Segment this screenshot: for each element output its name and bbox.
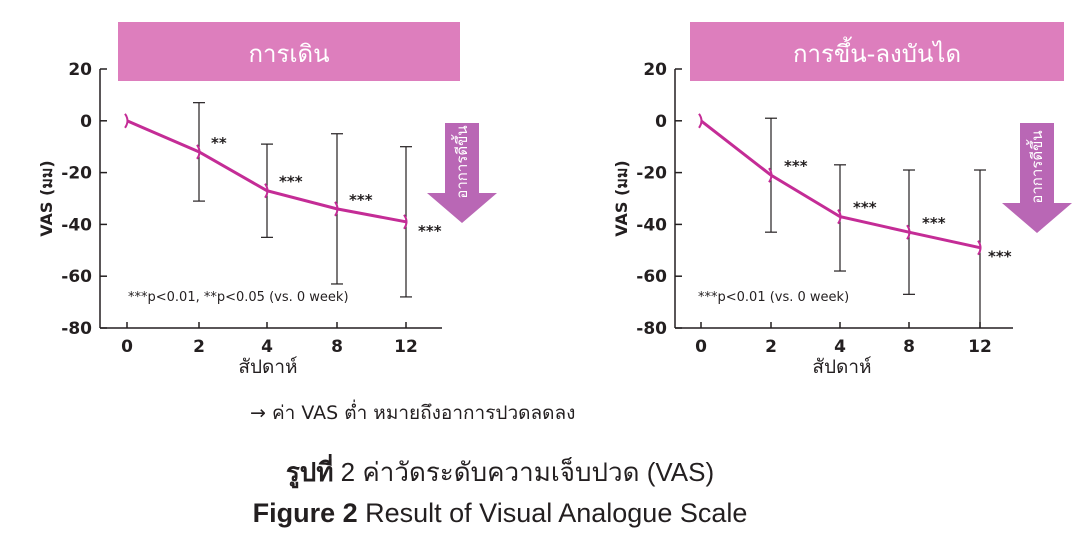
panel1-improvement-arrow-icon <box>427 123 497 223</box>
panel1-data-point <box>196 144 201 160</box>
panel2-p-value-note: ***p<0.01 (vs. 0 week) <box>698 290 849 305</box>
panel2-y-tick-label: 20 <box>643 60 667 80</box>
panel1-significance-mark: *** <box>418 222 442 240</box>
panel1-y-tick-label: -40 <box>61 215 92 235</box>
panel2-title-banner <box>690 22 1064 81</box>
panel1-y-axis-label: VAS (มม) <box>37 160 56 237</box>
panel1-x-tick-label: 12 <box>394 337 418 357</box>
panel2-improvement-arrow-icon <box>1002 123 1072 233</box>
panel1-y-tick-label: 20 <box>68 60 92 80</box>
panel2-title: การขึ้น-ลงบันได <box>793 36 961 68</box>
panel2-y-tick-label: -20 <box>636 164 667 184</box>
panel2-data-point <box>768 167 773 183</box>
panel1-y-tick-label: -80 <box>61 319 92 339</box>
panel2-x-axis-label: สัปดาห์ <box>812 356 871 378</box>
panel2-improvement-arrow-label: อาการดีขึ้น <box>1026 130 1046 203</box>
panel1-x-tick-label: 8 <box>331 337 343 357</box>
panel1-data-point <box>403 214 408 230</box>
panel2-data-point <box>906 224 911 240</box>
panel1-significance-mark: *** <box>349 191 373 209</box>
panel2-y-axis-label: VAS (มม) <box>612 160 631 237</box>
caption-english-text: Result of Visual Analogue Scale <box>357 498 748 528</box>
interpretation-text: → ค่า VAS ต่ำ หมายถึงอาการปวดลดลง <box>250 402 576 424</box>
panel2-x-tick-label: 8 <box>903 337 915 357</box>
panel2-significance-mark: *** <box>784 157 808 175</box>
panel2-significance-mark: *** <box>922 214 946 232</box>
panel1-x-tick-label: 2 <box>193 337 205 357</box>
panel1-improvement-arrow-label: อาการดีขึ้น <box>451 125 471 198</box>
panel1-data-point <box>334 201 339 217</box>
panel1-significance-mark: *** <box>279 173 303 191</box>
panel2-y-tick-label: -40 <box>636 215 667 235</box>
caption-thai-text: 2 ค่าวัดระดับความเจ็บปวด (VAS) <box>333 457 715 487</box>
panel1-significance-mark: ** <box>211 134 227 152</box>
panel1-title-banner <box>118 22 460 81</box>
panel2-significance-mark: *** <box>853 199 877 217</box>
panel2-data-point <box>837 209 842 225</box>
panel2-y-tick-label: -60 <box>636 267 667 287</box>
caption-thai-label: รูปที่ <box>285 458 334 488</box>
panel1-title: การเดิน <box>248 40 329 68</box>
panel1-x-tick-label: 4 <box>261 337 273 357</box>
panel2-significance-mark: *** <box>988 248 1012 266</box>
panel1-p-value-note: ***p<0.01, **p<0.05 (vs. 0 week) <box>128 290 349 305</box>
panel1-x-axis-label: สัปดาห์ <box>238 356 297 378</box>
panel1-data-point <box>264 183 269 199</box>
panel2-x-tick-label: 12 <box>968 337 992 357</box>
panel1-y-tick-label: -20 <box>61 164 92 184</box>
panel2-y-tick-label: 0 <box>655 112 667 132</box>
panel2-data-point <box>977 240 982 256</box>
panel1-x-tick-label: 0 <box>121 337 133 357</box>
panel1-y-tick-label: 0 <box>80 112 92 132</box>
caption-english-label: Figure 2 <box>252 498 358 528</box>
panel2-x-tick-label: 0 <box>695 337 707 357</box>
panel2-x-tick-label: 4 <box>834 337 846 357</box>
panel1-data-point <box>124 113 129 129</box>
panel2-y-tick-label: -80 <box>636 319 667 339</box>
panel2-x-tick-label: 2 <box>765 337 777 357</box>
caption-thai: รูปที่ 2 ค่าวัดระดับความเจ็บปวด (VAS) <box>0 452 1000 493</box>
caption-english: Figure 2 Result of Visual Analogue Scale <box>0 498 1000 529</box>
panel1-y-tick-label: -60 <box>61 267 92 287</box>
panel2-data-point <box>698 113 703 129</box>
